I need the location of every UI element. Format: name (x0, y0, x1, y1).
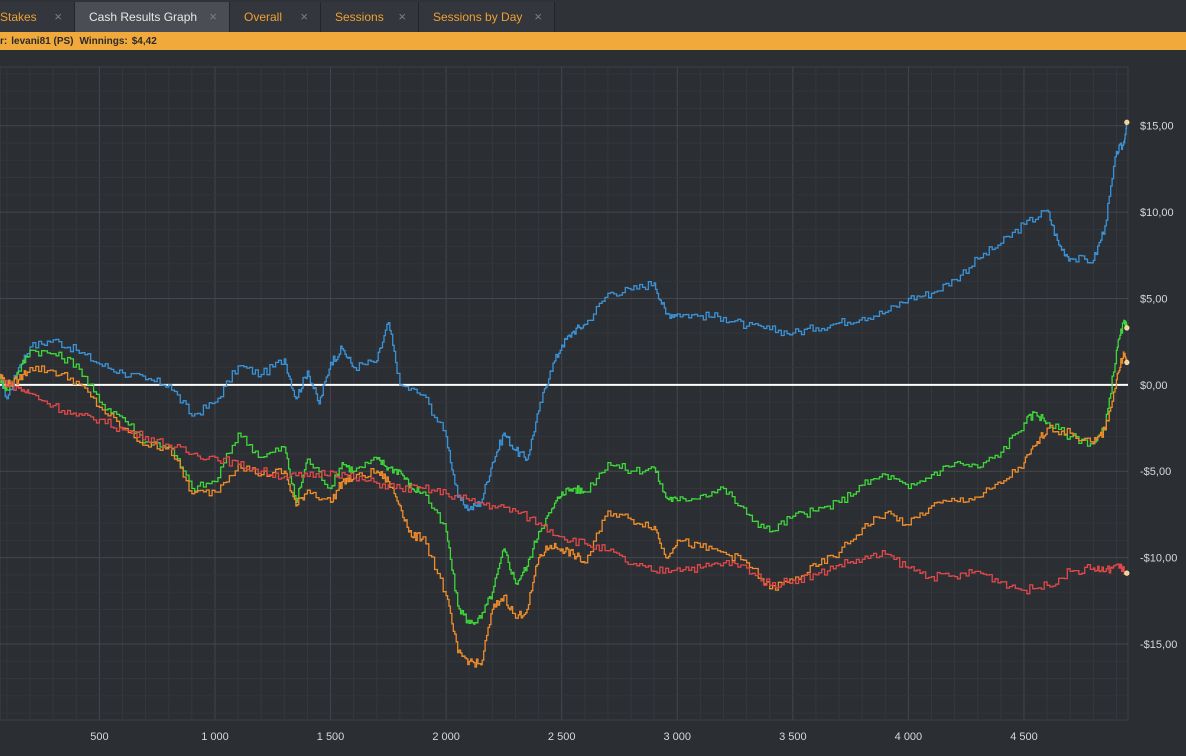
tab-bar: Stakes × Cash Results Graph × Overall × … (0, 0, 1186, 33)
player-label: r: (0, 35, 8, 47)
player-name: levani81 (PS) (11, 35, 74, 47)
close-icon[interactable]: × (300, 9, 308, 24)
close-icon[interactable]: × (534, 9, 542, 24)
y-tick-label: -$15,00 (1140, 639, 1177, 651)
x-tick-label: 3 500 (779, 731, 807, 743)
results-graph[interactable]: 500 1 000 1 500 2 000 2 500 3 000 3 500 4 000 4 … (0, 50, 1186, 756)
tab-cash-results-graph-label: Cash Results Graph (89, 10, 198, 24)
chart-axis-labels: 500 1 000 1 500 2 000 2 500 3 000 3 500 4 000 4 … (90, 121, 1177, 743)
y-tick-label: $0,00 (1140, 380, 1168, 392)
plot-border (0, 66, 1129, 721)
x-tick-label: 2 000 (432, 731, 460, 743)
tab-overall-label: Overall (244, 10, 283, 24)
tab-stakes-label: Stakes (0, 10, 37, 24)
tab-sessions-by-day[interactable]: Sessions by Day × (419, 2, 555, 32)
x-tick-label: 4 000 (895, 731, 923, 743)
tab-cash-results-graph[interactable]: Cash Results Graph × (75, 2, 230, 32)
close-icon[interactable]: × (398, 9, 406, 24)
tab-overall[interactable]: Overall × (230, 2, 321, 32)
tab-sessions[interactable]: Sessions × (321, 2, 419, 32)
series-end-point-green (1124, 325, 1130, 331)
x-tick-label: 2 500 (548, 731, 576, 743)
x-tick-label: 4 500 (1010, 731, 1038, 743)
y-tick-label: -$5,00 (1140, 466, 1171, 478)
series-end-point-orange (1124, 359, 1130, 366)
series-line-red (0, 379, 1128, 595)
chart-background (0, 50, 1186, 756)
series-line-blue (0, 120, 1128, 512)
close-icon[interactable]: × (54, 9, 62, 24)
chart-series (0, 119, 1130, 668)
x-tick-label: 500 (90, 731, 108, 743)
y-tick-label: $15,00 (1140, 121, 1174, 133)
series-line-green (0, 319, 1128, 625)
tab-sessions-label: Sessions (335, 10, 384, 24)
y-tick-label: -$10,00 (1140, 553, 1177, 565)
tab-stakes[interactable]: Stakes × (0, 2, 75, 32)
close-icon[interactable]: × (209, 9, 217, 24)
y-tick-label: $5,00 (1140, 293, 1168, 305)
x-tick-label: 1 500 (317, 731, 345, 743)
winnings-value: $4,42 (131, 35, 157, 47)
x-tick-label: 3 000 (663, 731, 691, 743)
winnings-label: Winnings: (79, 35, 128, 47)
player-info-bar: r: levani81 (PS) Winnings: $4,42 (0, 32, 1186, 50)
series-end-point-red (1124, 570, 1130, 576)
y-tick-label: $10,00 (1140, 207, 1174, 219)
series-line-orange (0, 351, 1128, 668)
results-chart-svg: 500 1 000 1 500 2 000 2 500 3 000 3 500 4 000 4 … (0, 50, 1186, 756)
tab-sessions-by-day-label: Sessions by Day (433, 10, 523, 24)
series-end-point-blue (1124, 119, 1130, 125)
x-tick-label: 1 000 (201, 731, 229, 743)
